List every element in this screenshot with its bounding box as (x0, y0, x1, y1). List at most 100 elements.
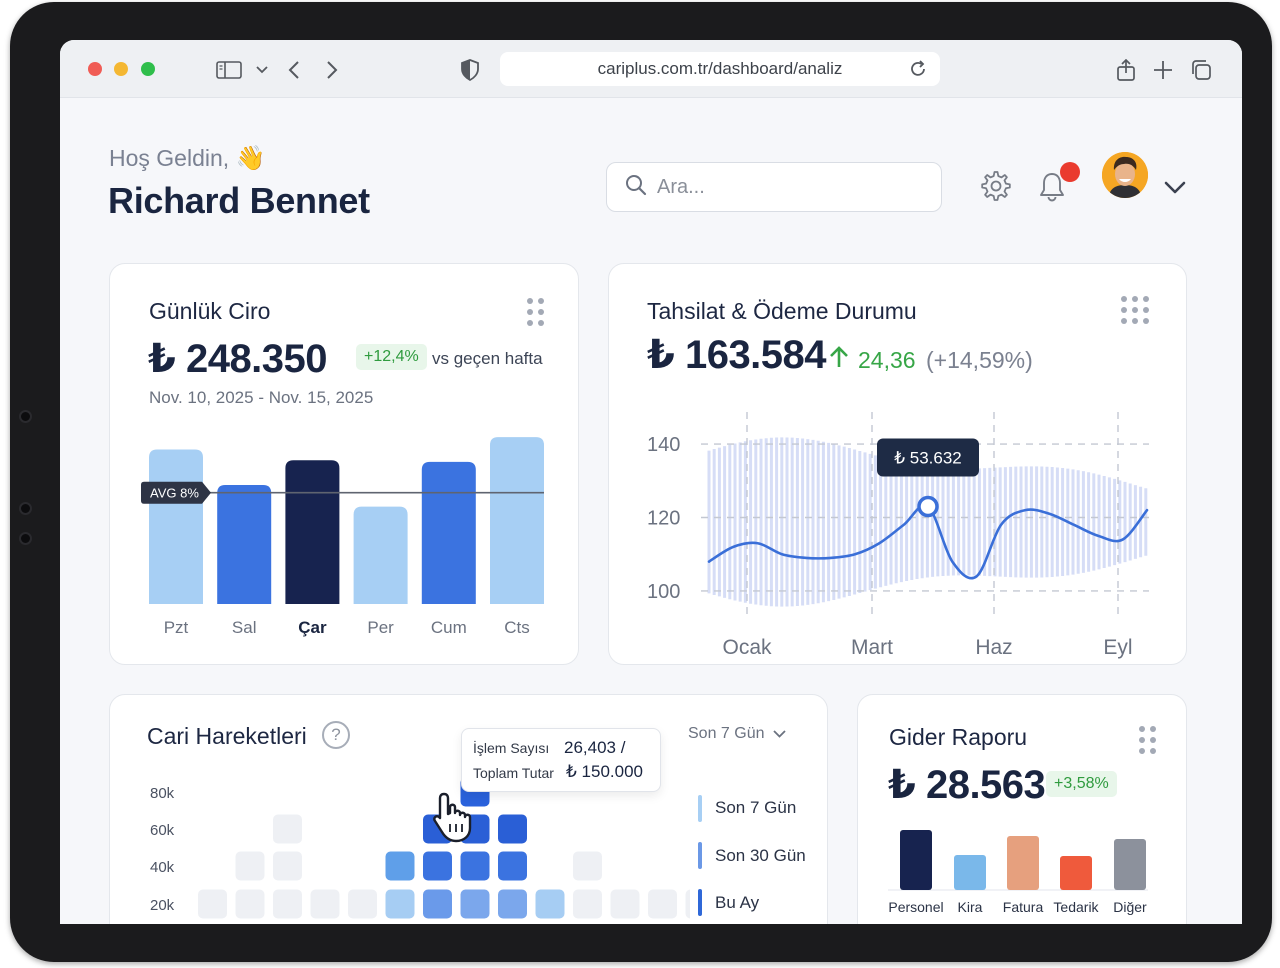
heatmap-cell[interactable] (685, 889, 691, 919)
heatmap-cell[interactable] (198, 889, 227, 919)
y-tick-label: 120 (647, 508, 680, 530)
change-badge: +3,58% (1046, 771, 1117, 797)
x-tick-label: Ocak (722, 636, 772, 659)
waving-hand-icon: 👋 (235, 145, 266, 172)
legend-swatch (698, 795, 702, 822)
card-title: Günlük Ciro (149, 298, 271, 324)
heatmap-cell[interactable] (535, 889, 565, 919)
bar-Cum[interactable] (421, 461, 476, 604)
arrow-up-icon (829, 346, 849, 373)
tooltip-total-label: Toplam Tutar (473, 765, 554, 781)
period-selected: Son 7 Gün (688, 725, 765, 742)
new-tab-icon[interactable] (1151, 58, 1175, 82)
legend-item[interactable]: Son 7 Gün (715, 798, 797, 817)
date-range: Nov. 10, 2025 - Nov. 15, 2025 (149, 388, 374, 407)
x-tick-label: Haz (975, 636, 1012, 659)
bar-Tedarik[interactable] (1060, 856, 1092, 890)
browser-window: cariplus.com.tr/dashboard/analiz Hoş Gel… (60, 40, 1242, 924)
help-icon[interactable]: ? (322, 721, 350, 749)
heatmap-cell[interactable] (573, 889, 602, 919)
expenses-card: Gider Raporu ₺ 28.563 +3,58% Personel Kir… (857, 694, 1187, 924)
bar-Per[interactable] (353, 506, 408, 604)
tab-overview-icon[interactable] (1189, 58, 1213, 82)
legend-item[interactable]: Son 30 Gün (715, 846, 806, 865)
heatmap-cell[interactable] (498, 851, 527, 881)
close-window-button[interactable] (88, 62, 102, 76)
tick-label: Diğer (1113, 899, 1147, 915)
heatmap-cell[interactable] (235, 851, 265, 881)
y-tick-label: 40k (150, 859, 175, 876)
heatmap-cell[interactable] (273, 889, 302, 919)
y-tick-label: 60k (150, 822, 175, 839)
side-button (19, 502, 32, 515)
drag-handle-icon[interactable] (527, 298, 544, 326)
legend-swatch (698, 842, 702, 869)
heatmap-cell[interactable] (310, 889, 340, 919)
bar-Çar[interactable] (285, 460, 340, 604)
heatmap-cell[interactable] (498, 889, 527, 919)
search-input[interactable] (657, 175, 917, 199)
sidebar-toggle-icon[interactable] (214, 58, 244, 82)
avg-label: AVG 8% (150, 486, 199, 501)
heatmap-cell[interactable] (235, 889, 265, 919)
bar-Pzt[interactable] (149, 449, 203, 604)
maximize-window-button[interactable] (141, 62, 155, 76)
bar-Personel[interactable] (900, 830, 932, 890)
address-bar[interactable]: cariplus.com.tr/dashboard/analiz (500, 52, 940, 86)
chevron-down-icon (772, 725, 786, 743)
share-icon[interactable] (1114, 58, 1138, 82)
heatmap-cell[interactable] (648, 889, 677, 919)
reload-icon[interactable] (908, 59, 928, 84)
card-title: Gider Raporu (889, 724, 1028, 750)
heatmap-cell[interactable] (273, 851, 302, 881)
back-icon[interactable] (282, 58, 306, 82)
change-label: vs geçen hafta (432, 349, 543, 368)
tick-label: Tedarik (1053, 899, 1099, 915)
x-tick-label: Mart (851, 636, 893, 659)
heatmap-cell[interactable] (385, 851, 415, 881)
y-tick-label: 80k (150, 785, 175, 802)
tick-label: Pzt (164, 618, 189, 637)
tick-label: Personel (888, 899, 943, 915)
tooltip-total-value: ₺ 150.000 (566, 762, 643, 781)
collections-line-chart: ₺ 53.632 140 120 100 Ocak Mart Haz Eyl (647, 412, 1149, 659)
highlight-point[interactable] (917, 495, 939, 518)
heatmap-cell[interactable] (348, 889, 377, 919)
chevron-down-icon[interactable] (250, 58, 274, 82)
greeting-text: Hoş Geldin, (109, 145, 230, 171)
bar-Diğer[interactable] (1114, 839, 1146, 890)
heatmap-cell[interactable] (460, 851, 490, 881)
period-dropdown[interactable]: Son 7 Gün (688, 725, 786, 743)
heatmap-cell[interactable] (423, 851, 452, 881)
grid-menu-icon[interactable] (1121, 296, 1149, 324)
drag-handle-icon[interactable] (1139, 726, 1156, 754)
shield-icon[interactable] (458, 58, 482, 82)
tick-label: Cts (504, 618, 530, 637)
chevron-down-icon[interactable] (1162, 178, 1188, 198)
gear-icon[interactable] (978, 168, 1014, 204)
bar-Kira[interactable] (954, 855, 986, 890)
bar-Cts[interactable] (490, 437, 544, 604)
heatmap-cell[interactable] (610, 889, 640, 919)
bar-Fatura[interactable] (1007, 836, 1039, 890)
legend-item[interactable]: Bu Ay (715, 893, 760, 912)
heatmap-cell[interactable] (460, 889, 490, 919)
heatmap-cell[interactable] (385, 889, 415, 919)
bar-Sal[interactable] (217, 485, 272, 604)
browser-toolbar: cariplus.com.tr/dashboard/analiz (60, 40, 1242, 98)
forward-icon[interactable] (320, 58, 344, 82)
minimize-window-button[interactable] (114, 62, 128, 76)
x-tick-label: Eyl (1103, 636, 1132, 659)
search-box[interactable] (606, 162, 942, 212)
greeting: Hoş Geldin, 👋 (109, 144, 265, 173)
hand-cursor-icon (432, 790, 486, 851)
tick-label: Cum (431, 618, 467, 637)
collections-card: Tahsilat & Ödeme Durumu ₺ 163.584 24,36 … (608, 263, 1187, 665)
chart-tooltip: ₺ 53.632 (877, 438, 979, 477)
heatmap-cell[interactable] (573, 851, 602, 881)
avatar[interactable] (1102, 152, 1148, 198)
heatmap-cell[interactable] (273, 814, 302, 844)
bell-icon[interactable] (1034, 168, 1070, 204)
heatmap-cell[interactable] (423, 889, 452, 919)
heatmap-cell[interactable] (498, 814, 527, 844)
